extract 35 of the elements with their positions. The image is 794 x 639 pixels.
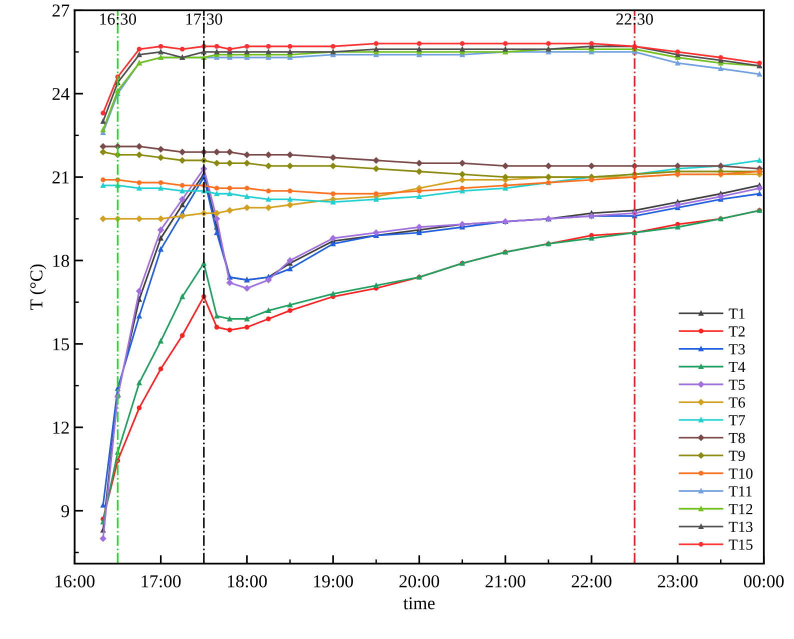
legend-label: T2 <box>728 326 745 336</box>
y-tick-label: 21 <box>52 171 69 184</box>
ref-line-label: 16:30 <box>100 13 136 25</box>
ref-line-label: 22:30 <box>616 13 653 25</box>
x-tick-label: 16:00 <box>56 575 95 588</box>
legend-label: T11 <box>728 486 752 496</box>
x-axis-title: time <box>403 597 435 610</box>
y-tick-label: 24 <box>52 88 70 100</box>
legend-label: T12 <box>728 504 752 514</box>
x-tick-label: 21:00 <box>486 575 526 588</box>
x-tick-label: 23:00 <box>658 575 698 588</box>
legend-label: T1 <box>728 308 745 319</box>
x-tick-label: 22:00 <box>572 575 612 588</box>
y-tick-label: 9 <box>61 505 70 518</box>
legend-label: T9 <box>728 450 745 461</box>
y-tick-label: 12 <box>53 422 69 434</box>
legend-label: T13 <box>728 522 753 532</box>
ref-line-label: 17:30 <box>186 13 222 25</box>
y-tick-label: 18 <box>53 254 70 267</box>
legend-label: T6 <box>728 397 746 408</box>
legend-label: T7 <box>728 415 746 426</box>
x-tick-label: 20:00 <box>399 575 440 588</box>
y-tick-label: 15 <box>53 338 70 350</box>
x-tick-label: 00:00 <box>744 575 784 588</box>
legend-label: T4 <box>728 362 746 372</box>
y-axis-title: T (°C) <box>30 264 46 310</box>
legend-label: T10 <box>728 468 753 479</box>
legend-label: T8 <box>728 432 745 444</box>
x-tick-label: 17:00 <box>142 575 181 588</box>
legend-label: T15 <box>728 540 753 550</box>
x-tick-label: 18:00 <box>228 575 267 588</box>
x-tick-label: 19:00 <box>314 575 353 588</box>
y-tick-label: 27 <box>52 4 70 16</box>
legend-label: T3 <box>728 344 745 354</box>
legend-label: T5 <box>728 380 745 390</box>
